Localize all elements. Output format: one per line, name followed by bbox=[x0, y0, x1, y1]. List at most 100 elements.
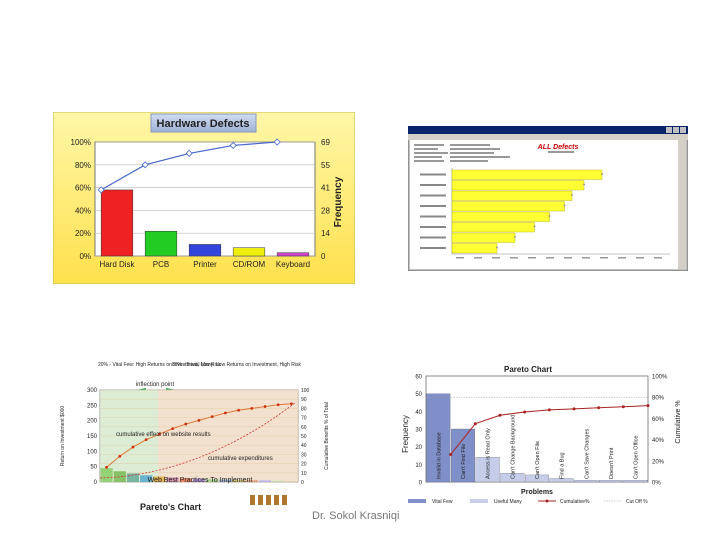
cumulative-point bbox=[171, 427, 174, 431]
y2-tick-label: 100 bbox=[301, 388, 310, 394]
y2-tick-label: 69 bbox=[321, 138, 330, 147]
y-tick-label: 30 bbox=[415, 428, 422, 434]
legend-label-cutoff: Cut Off % bbox=[626, 499, 648, 505]
cumulative-point bbox=[250, 407, 254, 410]
bar bbox=[426, 393, 451, 483]
y-tick-label: 10 bbox=[415, 463, 422, 469]
x-tick-label bbox=[600, 257, 608, 259]
x-tick-label: Hard Disk bbox=[99, 260, 135, 269]
cumulative-point bbox=[514, 236, 516, 238]
y-tick-label: 100% bbox=[71, 138, 91, 147]
all-defects-window: ALL Defects bbox=[408, 126, 688, 271]
bar bbox=[451, 169, 603, 180]
bar bbox=[500, 473, 525, 483]
row-label bbox=[420, 184, 446, 186]
y-tick-label: 50 bbox=[415, 392, 422, 398]
cumulative-point bbox=[263, 405, 267, 408]
bar bbox=[549, 478, 574, 483]
bar bbox=[179, 478, 192, 482]
expenditure-curve bbox=[99, 401, 297, 479]
x-tick-label: CD/ROM bbox=[233, 260, 266, 269]
hardware-defects-svg: Hardware Defects 0% 0 20% 14 40% 28 60% 41 80% 55… bbox=[53, 112, 355, 284]
hardware-defects-chart: Hardware Defects 0% 0 20% 14 40% 28 60% 41 80% 55… bbox=[53, 112, 355, 284]
cumulative-point bbox=[210, 415, 214, 419]
row-label bbox=[420, 247, 446, 249]
cumulative-point bbox=[572, 407, 576, 411]
row-label bbox=[420, 173, 446, 176]
annotation-trivial-many: 80% - Trivial Many: Low Returns on Inves… bbox=[172, 362, 301, 368]
x-tick-label bbox=[636, 257, 644, 259]
bar bbox=[192, 478, 206, 482]
bar bbox=[272, 480, 285, 482]
bar bbox=[599, 480, 623, 483]
cumulative-point bbox=[185, 149, 193, 157]
row-label bbox=[420, 205, 446, 207]
row-label bbox=[420, 226, 446, 228]
cumulative-point bbox=[184, 422, 188, 426]
x-tick-label bbox=[564, 257, 572, 259]
y2-tick-label: 28 bbox=[321, 206, 330, 215]
category-label: Invalid in Database bbox=[436, 432, 442, 479]
bar bbox=[525, 474, 549, 483]
window-chart-title: ALL Defects bbox=[537, 144, 579, 151]
cumulative-point bbox=[563, 204, 566, 207]
y2-tick-label: 90 bbox=[301, 397, 307, 403]
y2-tick-label: 100% bbox=[652, 375, 668, 381]
cumulative-point bbox=[97, 186, 105, 194]
cumulative-point bbox=[141, 161, 149, 169]
y-tick-label: 250 bbox=[87, 403, 98, 409]
y-tick-label: 20% bbox=[75, 229, 91, 238]
y-tick-label: 100 bbox=[87, 449, 98, 455]
cumulative-point bbox=[533, 225, 536, 228]
close-button[interactable] bbox=[680, 127, 686, 133]
cumulative-point bbox=[621, 405, 625, 409]
x-tick-label bbox=[492, 257, 500, 259]
y-tick-label: 150 bbox=[87, 434, 98, 440]
people-icons bbox=[250, 495, 287, 505]
row-label bbox=[420, 215, 446, 218]
bar bbox=[451, 243, 498, 254]
annotation-cumulative-effect: cumulative effect on website results bbox=[116, 432, 211, 438]
maximize-button[interactable] bbox=[673, 127, 679, 133]
y2-tick-label: 50 bbox=[301, 434, 307, 440]
x-tick-label bbox=[456, 257, 464, 259]
bar bbox=[451, 180, 585, 191]
bar bbox=[140, 475, 153, 482]
cumulative-point bbox=[229, 141, 237, 149]
bar bbox=[144, 230, 178, 257]
web-pareto-svg: 20% - Vital Few: High Returns on Investm… bbox=[60, 362, 330, 512]
bar bbox=[100, 189, 134, 257]
bar bbox=[126, 473, 140, 482]
legend-label-cumulative: Cumulative% bbox=[560, 499, 590, 505]
bar bbox=[232, 247, 266, 257]
legend-swatch-vital bbox=[408, 499, 426, 503]
y-axis-label: Return on Investment $000 bbox=[60, 406, 66, 467]
cumulative-point bbox=[105, 465, 108, 469]
bar bbox=[475, 457, 500, 483]
x-axis-label: Problems bbox=[521, 489, 553, 496]
y2-tick-label: 55 bbox=[321, 161, 330, 170]
cumulative-point bbox=[646, 404, 650, 408]
window-titlebar bbox=[408, 126, 688, 134]
y-tick-label: 60 bbox=[415, 375, 422, 381]
y2-tick-label: 70 bbox=[301, 416, 307, 422]
minimize-button[interactable] bbox=[666, 127, 672, 133]
y-tick-label: 40 bbox=[415, 410, 422, 416]
cumulative-point bbox=[158, 432, 161, 436]
y-tick-label: 0 bbox=[94, 480, 98, 486]
legend-swatch-useful bbox=[470, 499, 488, 503]
y-tick-label: 200 bbox=[87, 419, 98, 425]
category-label: Doesn't Print bbox=[609, 447, 615, 479]
scrollbar[interactable] bbox=[678, 140, 686, 269]
x-tick-label bbox=[474, 257, 482, 259]
x-tick-label: Printer bbox=[193, 260, 217, 269]
y2-tick-label: 60% bbox=[652, 417, 665, 423]
legend-label-vital: Vital Few bbox=[432, 499, 453, 505]
y2-tick-label: 20% bbox=[652, 459, 665, 465]
bar bbox=[153, 476, 166, 482]
y2-tick-label: 20 bbox=[301, 462, 307, 468]
cumulative-point bbox=[548, 215, 551, 217]
x-tick-label bbox=[528, 257, 536, 259]
problems-pareto-svg: Pareto Chart Invalid in Database Can't Fi… bbox=[401, 365, 682, 505]
bar bbox=[100, 468, 113, 482]
